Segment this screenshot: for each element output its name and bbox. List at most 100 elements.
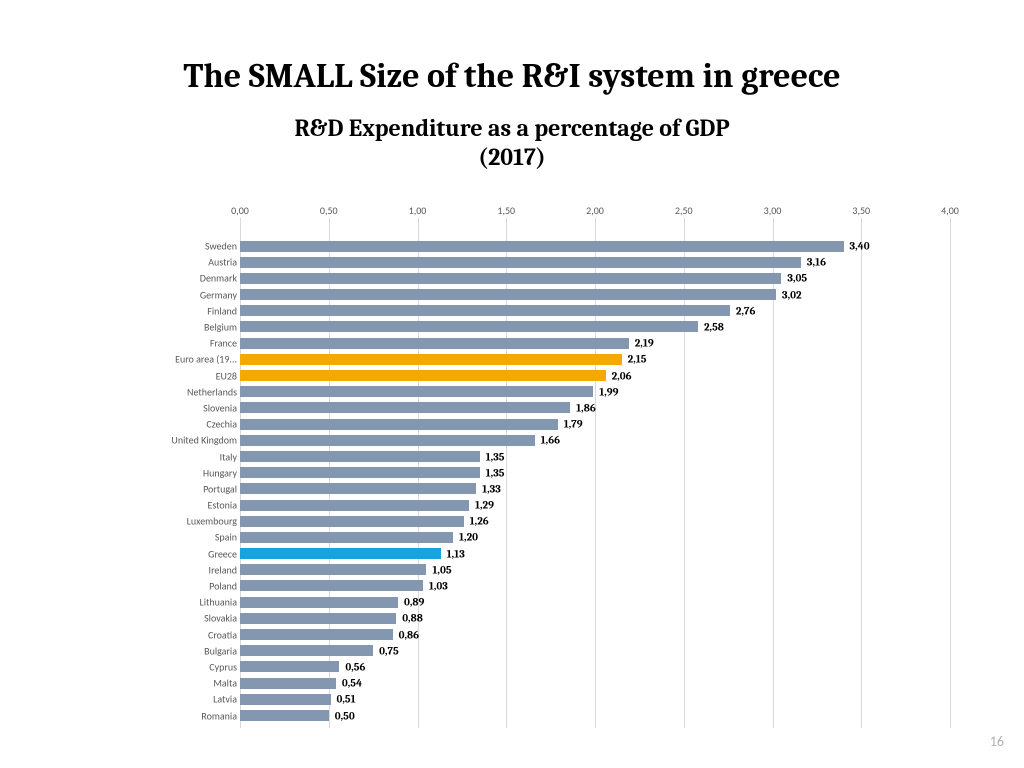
chart-row: France2,19 bbox=[160, 335, 950, 351]
bar bbox=[240, 338, 629, 349]
category-label: Sweden bbox=[155, 240, 237, 253]
page-number: 16 bbox=[990, 733, 1004, 750]
bar bbox=[240, 257, 801, 268]
value-label: 1,33 bbox=[482, 482, 501, 495]
chart-row: Croatia0,86 bbox=[160, 627, 950, 643]
category-label: Croatia bbox=[155, 628, 237, 641]
value-label: 1,13 bbox=[447, 547, 465, 560]
bar bbox=[240, 467, 480, 478]
chart-row: Austria3,16 bbox=[160, 254, 950, 270]
category-label: Austria bbox=[155, 256, 237, 269]
category-label: Spain bbox=[155, 531, 237, 544]
value-label: 1,05 bbox=[432, 563, 451, 576]
value-label: 3,05 bbox=[787, 272, 807, 285]
chart-row: Germany3,02 bbox=[160, 287, 950, 303]
category-label: Italy bbox=[155, 450, 237, 463]
chart-row: Lithuania0,89 bbox=[160, 594, 950, 610]
bar bbox=[240, 370, 606, 381]
chart-row: EU282,06 bbox=[160, 368, 950, 384]
chart-row: Euro area (19...2,15 bbox=[160, 351, 950, 367]
chart-row: Bulgaria0,75 bbox=[160, 643, 950, 659]
bar bbox=[240, 305, 730, 316]
category-label: Czechia bbox=[155, 418, 237, 431]
x-tick-label: 4,00 bbox=[941, 204, 959, 217]
value-label: 1,99 bbox=[599, 385, 618, 398]
value-label: 0,51 bbox=[337, 693, 356, 706]
category-label: Romania bbox=[155, 709, 237, 722]
category-label: Cyprus bbox=[155, 660, 237, 673]
bar bbox=[240, 597, 398, 608]
bar bbox=[240, 435, 535, 446]
bar bbox=[240, 483, 476, 494]
x-tick-label: 2,00 bbox=[586, 204, 604, 217]
bar bbox=[240, 419, 558, 430]
bar bbox=[240, 500, 469, 511]
value-label: 0,54 bbox=[342, 677, 362, 690]
chart-row: Belgium2,58 bbox=[160, 319, 950, 335]
category-label: Latvia bbox=[155, 693, 237, 706]
bar bbox=[240, 629, 393, 640]
bar bbox=[240, 354, 622, 365]
value-label: 1,20 bbox=[459, 531, 478, 544]
category-label: Slovakia bbox=[155, 612, 237, 625]
bar bbox=[240, 694, 331, 705]
value-label: 1,29 bbox=[475, 499, 494, 512]
bar bbox=[240, 580, 423, 591]
value-label: 1,26 bbox=[470, 515, 489, 528]
chart-row: Netherlands1,99 bbox=[160, 384, 950, 400]
value-label: 2,58 bbox=[704, 321, 724, 334]
value-label: 0,75 bbox=[379, 644, 399, 657]
category-label: Bulgaria bbox=[155, 644, 237, 657]
value-label: 1,86 bbox=[576, 401, 596, 414]
bar-chart: 0,000,501,001,502,002,503,003,504,00 Swe… bbox=[160, 218, 950, 728]
category-label: Greece bbox=[155, 547, 237, 560]
chart-row: Ireland1,05 bbox=[160, 562, 950, 578]
x-tick-label: 1,50 bbox=[497, 204, 515, 217]
value-label: 2,19 bbox=[635, 337, 654, 350]
chart-row: Romania0,50 bbox=[160, 707, 950, 723]
value-label: 2,06 bbox=[612, 369, 632, 382]
bar bbox=[240, 516, 464, 527]
value-label: 2,15 bbox=[628, 353, 647, 366]
bar bbox=[240, 402, 570, 413]
chart-row: Portugal1,33 bbox=[160, 481, 950, 497]
category-label: Netherlands bbox=[155, 385, 237, 398]
value-label: 1,79 bbox=[564, 418, 583, 431]
chart-row: Luxembourg1,26 bbox=[160, 513, 950, 529]
category-label: Luxembourg bbox=[155, 515, 237, 528]
chart-row: Denmark3,05 bbox=[160, 270, 950, 286]
category-label: United Kingdom bbox=[155, 434, 237, 447]
category-label: Euro area (19... bbox=[155, 353, 237, 366]
chart-row: Poland1,03 bbox=[160, 578, 950, 594]
chart-row: Latvia0,51 bbox=[160, 691, 950, 707]
value-label: 1,35 bbox=[486, 450, 505, 463]
bar bbox=[240, 273, 781, 284]
value-label: 0,88 bbox=[402, 612, 423, 625]
chart-row: Cyprus0,56 bbox=[160, 659, 950, 675]
category-label: Malta bbox=[155, 677, 237, 690]
bar bbox=[240, 613, 396, 624]
category-label: Portugal bbox=[155, 482, 237, 495]
chart-gridline bbox=[950, 218, 951, 728]
value-label: 3,40 bbox=[850, 240, 870, 253]
bar bbox=[240, 710, 329, 721]
category-label: Estonia bbox=[155, 499, 237, 512]
chart-row: Spain1,20 bbox=[160, 529, 950, 545]
bar bbox=[240, 289, 776, 300]
value-label: 1,66 bbox=[541, 434, 560, 447]
x-tick-label: 1,00 bbox=[409, 204, 427, 217]
bar bbox=[240, 321, 698, 332]
x-tick-label: 0,00 bbox=[231, 204, 249, 217]
category-label: Denmark bbox=[155, 272, 237, 285]
chart-row: Finland2,76 bbox=[160, 303, 950, 319]
x-tick-label: 3,00 bbox=[764, 204, 782, 217]
bar bbox=[240, 241, 844, 252]
category-label: Ireland bbox=[155, 563, 237, 576]
x-tick-label: 2,50 bbox=[675, 204, 693, 217]
value-label: 1,03 bbox=[429, 580, 448, 593]
bar bbox=[240, 451, 480, 462]
bar bbox=[240, 564, 426, 575]
value-label: 3,02 bbox=[782, 288, 802, 301]
chart-row: Estonia1,29 bbox=[160, 497, 950, 513]
value-label: 2,76 bbox=[736, 304, 755, 317]
